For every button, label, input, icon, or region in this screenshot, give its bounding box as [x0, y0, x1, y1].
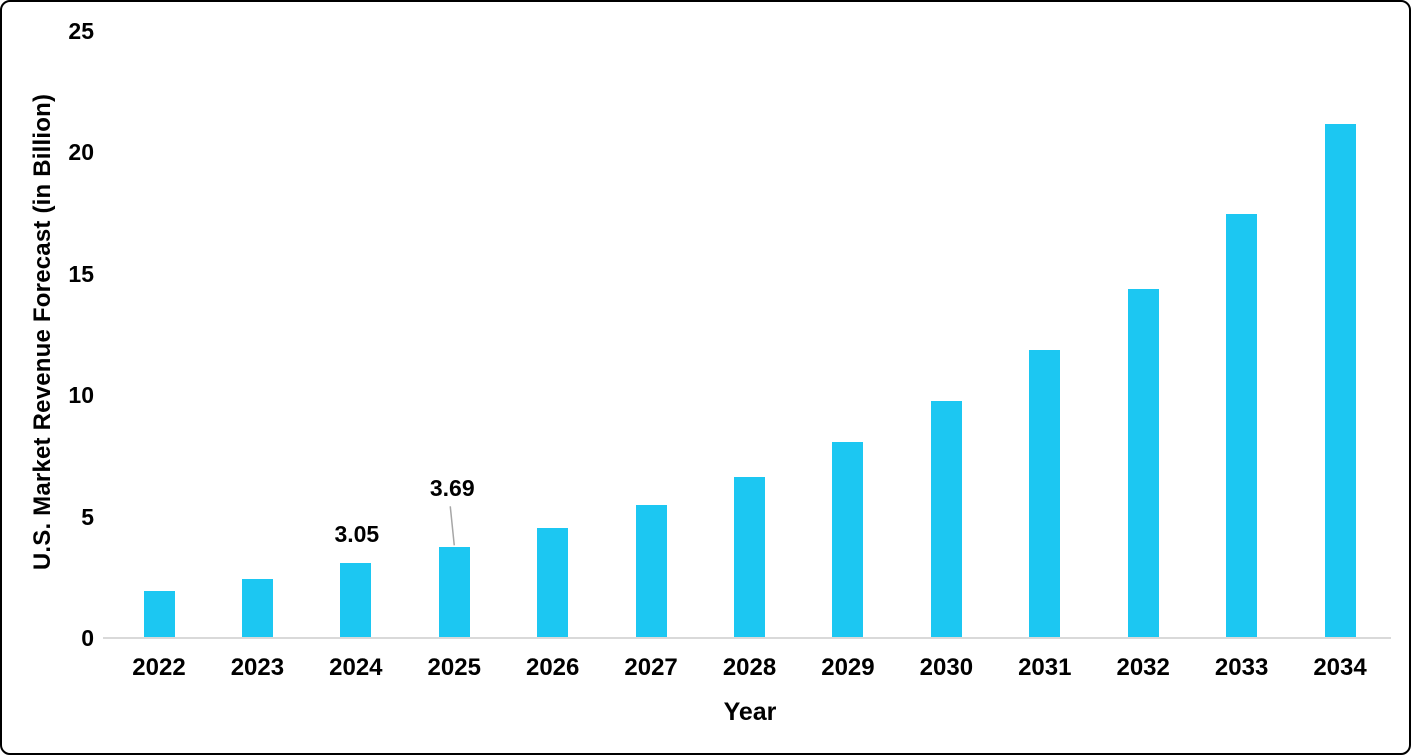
x-tick-label-2029: 2029	[821, 654, 875, 681]
bar-2029	[832, 442, 864, 637]
y-tick-label: 20	[68, 139, 94, 166]
bar-2022	[143, 590, 175, 637]
bar-2028	[734, 476, 766, 637]
y-tick-label: 5	[81, 503, 94, 530]
x-axis-title: Year	[723, 698, 777, 726]
data-label-2024: 3.05	[334, 520, 380, 547]
x-tick-label-2030: 2030	[919, 654, 974, 681]
bar-2033	[1226, 214, 1258, 637]
bar-2030	[930, 400, 962, 637]
bar-2023	[241, 578, 273, 637]
bar-2027	[635, 504, 667, 637]
x-tick-label-2026: 2026	[525, 654, 580, 681]
bar-2032	[1127, 288, 1159, 637]
x-tick-label-2034: 2034	[1313, 654, 1367, 681]
y-tick-label: 10	[68, 382, 94, 409]
y-tick-label: 25	[68, 17, 94, 44]
x-tick-label-2033: 2033	[1214, 654, 1269, 681]
x-tick-label-2032: 2032	[1116, 654, 1170, 681]
x-tick-label-2022: 2022	[132, 654, 186, 681]
bar-2034	[1324, 124, 1356, 637]
x-tick-label-2028: 2028	[722, 654, 777, 681]
y-tick-label: 15	[68, 260, 94, 287]
x-axis-line	[103, 636, 1391, 639]
bar-2026	[537, 528, 569, 637]
x-tick-label-2023: 2023	[230, 654, 285, 681]
data-label-2025: 3.69	[429, 475, 475, 502]
bar-2031	[1029, 350, 1061, 637]
bar-2025	[438, 547, 470, 637]
x-tick-label-2027: 2027	[624, 654, 678, 681]
x-tick-label-2024: 2024	[329, 654, 383, 681]
x-tick-label-2025: 2025	[427, 654, 481, 681]
y-tick-label: 0	[81, 625, 94, 651]
x-tick-label-2031: 2031	[1018, 654, 1072, 681]
bar-2024	[340, 562, 372, 637]
